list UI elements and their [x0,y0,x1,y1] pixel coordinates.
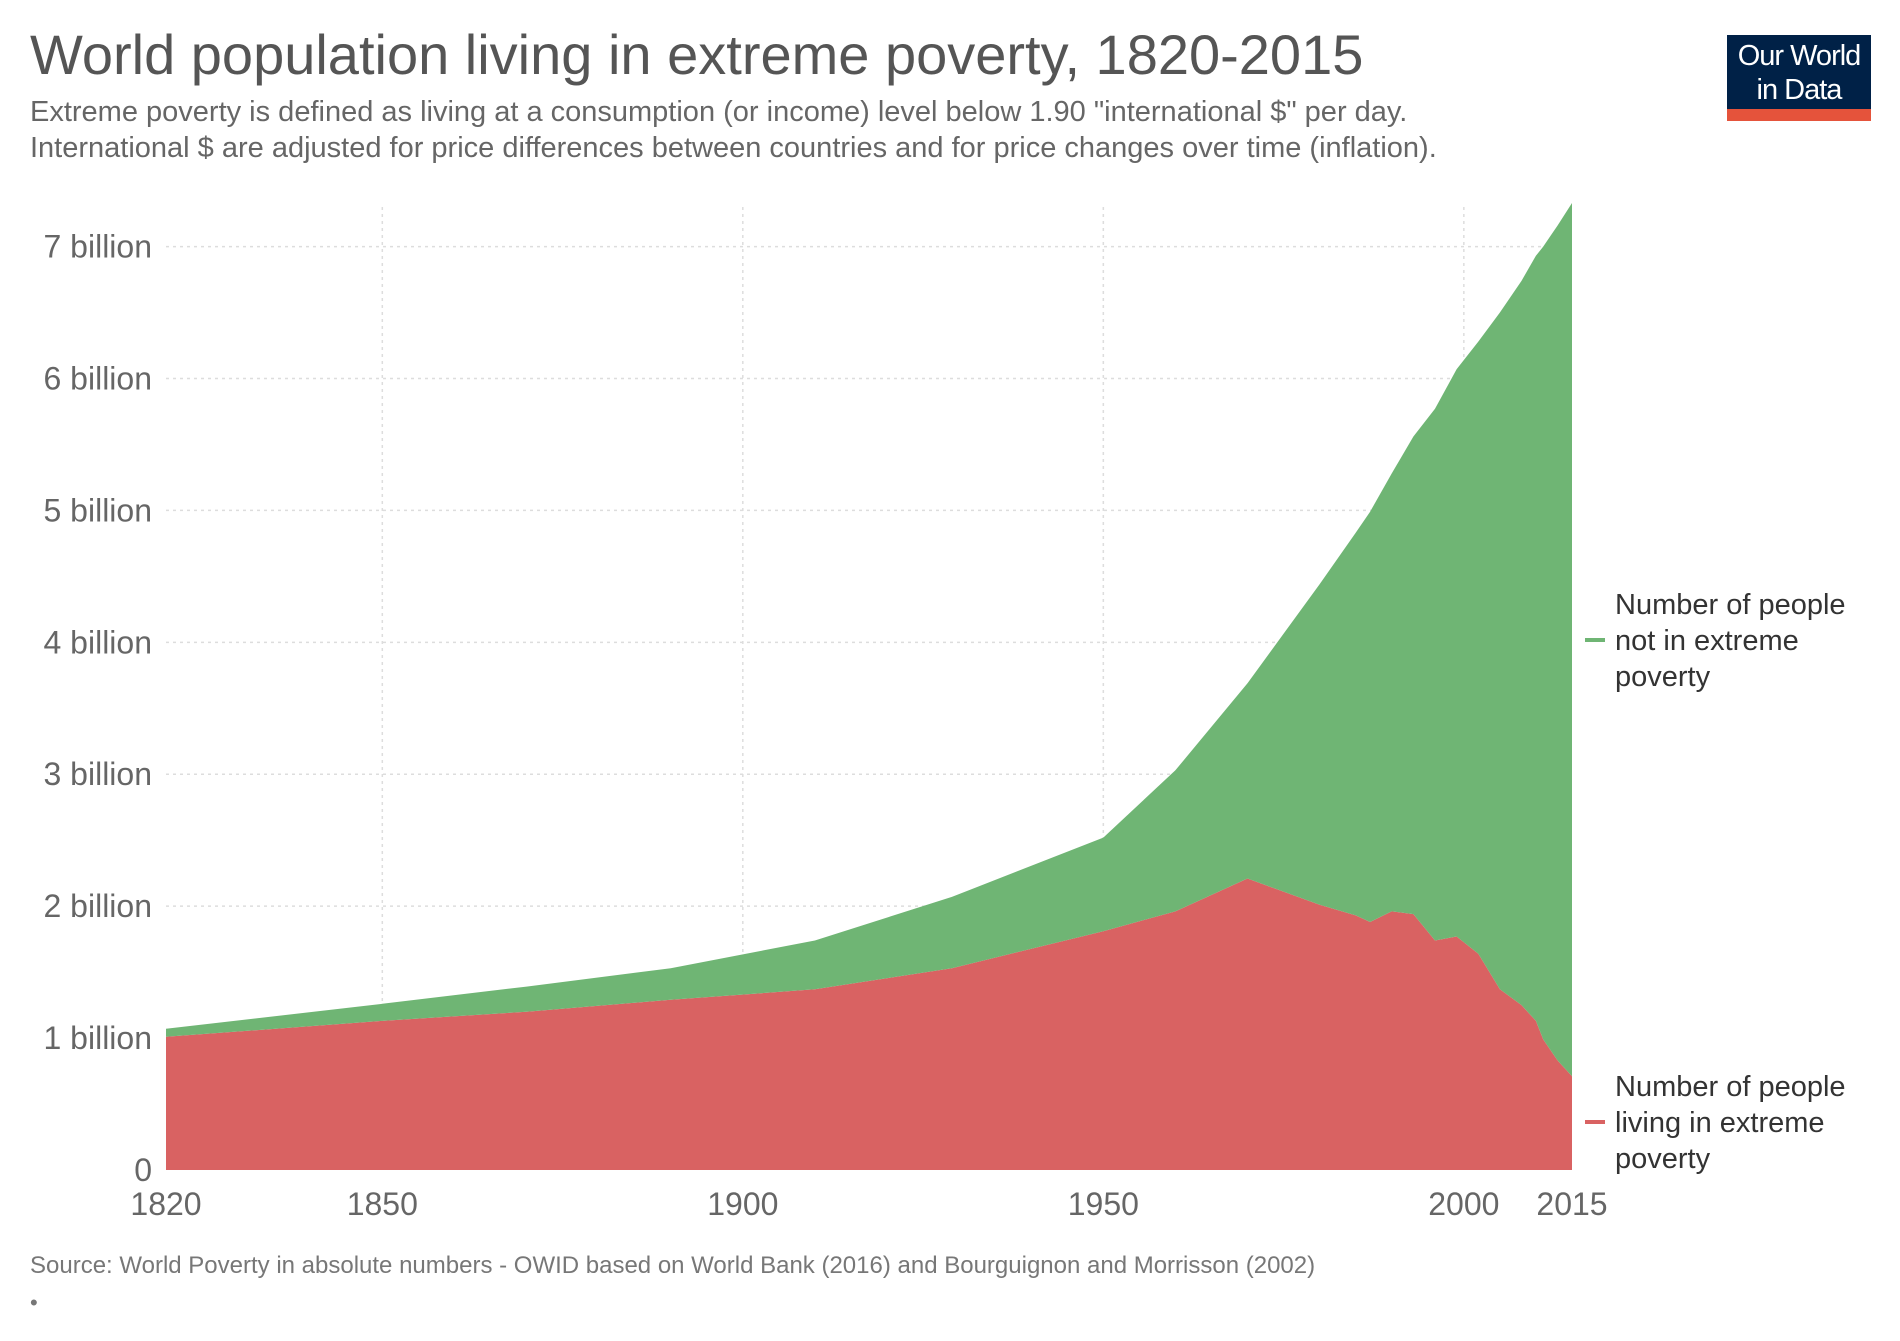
area-series-1 [166,878,1572,1170]
y-tick-label: 2 billion [43,888,152,924]
y-tick-label: 1 billion [43,1020,152,1056]
y-tick-label: 3 billion [43,756,152,792]
y-tick-label: 4 billion [43,624,152,660]
x-axis: 1820 1850 1900 1950 2000 2015 [130,1186,1607,1222]
chart-series-areas [166,203,1572,1170]
chart-subtitle-line-1: Extreme poverty is defined as living at … [30,96,1408,128]
y-tick-label: 6 billion [43,360,152,396]
x-tick-label: 2000 [1428,1186,1499,1222]
y-tick-label: 5 billion [43,492,152,528]
logo-line-2: in Data [1756,74,1843,106]
x-tick-label: 2015 [1536,1186,1607,1222]
chart-title: World population living in extreme pover… [30,23,1364,86]
x-tick-label: 1950 [1068,1186,1139,1222]
logo-line-1: Our World [1737,40,1862,72]
y-tick-label: 7 billion [43,229,152,265]
chart-subtitle-line-2: International $ are adjusted for price d… [30,132,1437,164]
footnote-mark: • [30,1290,38,1315]
x-tick-label: 1820 [130,1186,201,1222]
source-note: Source: World Poverty in absolute number… [30,1252,1316,1279]
y-tick-label: 0 [134,1152,152,1188]
x-tick-label: 1900 [707,1186,778,1222]
legend-label: Number of people not in extreme poverty [1615,589,1846,693]
x-tick-label: 1850 [347,1186,418,1222]
our-world-in-data-logo[interactable]: Our World in Data [1727,35,1871,121]
area-series-2 [166,203,1572,1077]
chart-legend: Number of people not in extreme poverty Num… [1585,589,1846,1175]
legend-label: Number of people living in extreme poverty [1615,1071,1846,1175]
y-axis: 0 1 billion 2 billion 3 billion 4 billion 5 b… [43,229,152,1188]
